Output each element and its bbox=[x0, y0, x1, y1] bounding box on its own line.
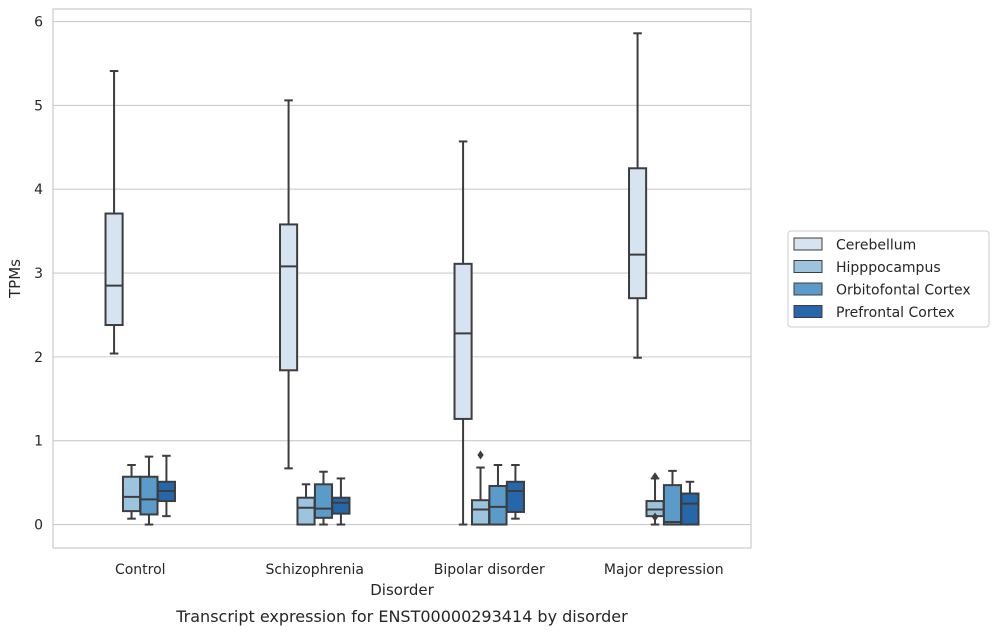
box-iqr bbox=[104, 212, 124, 327]
outlier-point bbox=[651, 472, 659, 482]
box-iqr bbox=[313, 483, 334, 519]
box-group bbox=[645, 472, 665, 526]
y-tick-label: 2 bbox=[34, 350, 43, 366]
box-group bbox=[104, 70, 124, 355]
x-tick-label: Bipolar disorder bbox=[434, 562, 545, 578]
legend-label: Orbitofontal Cortex bbox=[836, 283, 971, 299]
outlier-point bbox=[651, 512, 659, 522]
box-iqr bbox=[296, 496, 316, 526]
box-iqr bbox=[628, 167, 648, 300]
box-series bbox=[104, 32, 700, 526]
box-group bbox=[331, 477, 351, 526]
box-iqr bbox=[662, 484, 683, 526]
legend-label: Cerebellum bbox=[836, 238, 916, 254]
plot-frame bbox=[52, 8, 752, 549]
box-group bbox=[470, 450, 491, 526]
y-tick-label: 3 bbox=[34, 266, 43, 282]
y-tick-label: 1 bbox=[34, 434, 43, 450]
x-axis-ticks: Control Schizophrenia Bipolar disorder Majo… bbox=[115, 562, 724, 578]
box-iqr bbox=[279, 223, 299, 372]
x-tick-label: Control bbox=[115, 562, 166, 578]
box-iqr bbox=[139, 475, 159, 516]
box-group bbox=[680, 480, 700, 526]
box-group bbox=[662, 469, 683, 526]
y-tick-label: 6 bbox=[34, 15, 43, 31]
box-iqr bbox=[121, 475, 142, 513]
legend-swatch bbox=[793, 282, 823, 296]
box-group bbox=[453, 140, 473, 526]
box-iqr bbox=[470, 499, 491, 526]
x-tick-label: Schizophrenia bbox=[266, 562, 364, 578]
box-iqr bbox=[680, 492, 700, 526]
legend-swatch bbox=[793, 305, 823, 318]
box-group bbox=[628, 32, 648, 359]
y-tick-label: 0 bbox=[34, 518, 43, 534]
box-group bbox=[139, 455, 159, 526]
legend-swatch bbox=[793, 237, 823, 251]
y-axis-ticks: 0 1 2 3 4 5 6 bbox=[34, 15, 43, 534]
box-group bbox=[505, 464, 525, 520]
box-iqr bbox=[453, 262, 473, 420]
legend-label: Hipppocampus bbox=[836, 260, 941, 276]
legend-frame bbox=[787, 230, 990, 328]
legend-label: Prefrontal Cortex bbox=[836, 305, 955, 321]
chart-caption: Transcript expression for ENST0000029341… bbox=[175, 607, 628, 626]
y-tick-label: 5 bbox=[34, 98, 43, 114]
gridlines bbox=[53, 21, 751, 526]
y-tick-label: 4 bbox=[34, 182, 43, 198]
box-iqr bbox=[331, 496, 351, 515]
box-iqr bbox=[505, 480, 525, 513]
box-group bbox=[279, 99, 299, 470]
box-iqr bbox=[488, 484, 508, 526]
outlier-point bbox=[477, 450, 484, 460]
legend: Cerebellum Hipppocampus Orbitofontal Corte… bbox=[787, 230, 990, 328]
x-axis-title: Disorder bbox=[370, 581, 434, 599]
y-axis-title: TPMs bbox=[6, 259, 24, 299]
box-group bbox=[296, 483, 316, 526]
box-group bbox=[156, 454, 176, 518]
box-group bbox=[313, 470, 334, 526]
box-group bbox=[121, 464, 142, 520]
x-tick-label: Major depression bbox=[604, 562, 724, 578]
box-group bbox=[488, 464, 508, 526]
legend-swatch bbox=[793, 260, 823, 273]
